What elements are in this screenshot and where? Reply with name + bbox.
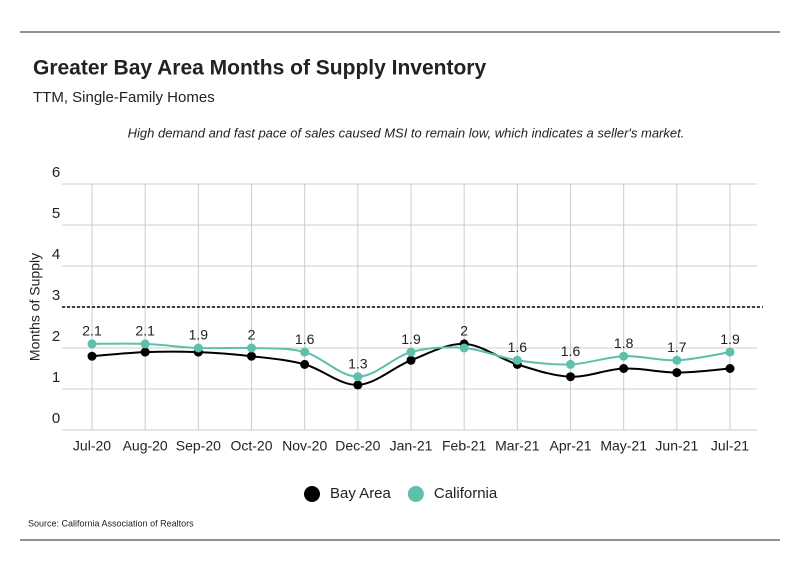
data-label: 2 xyxy=(248,327,256,343)
data-label: 1.6 xyxy=(508,339,528,355)
y-tick-label: 6 xyxy=(52,164,60,181)
x-tick-label: Jan-21 xyxy=(390,438,433,454)
point xyxy=(672,368,682,378)
point xyxy=(247,343,256,353)
point xyxy=(512,355,522,365)
data-label: 1.9 xyxy=(401,331,421,347)
x-tick-label: Jul-20 xyxy=(73,438,111,454)
legend-marker xyxy=(407,486,424,502)
data-label: 1.6 xyxy=(561,343,581,359)
x-tick-label: Aug-20 xyxy=(123,438,168,454)
point xyxy=(87,339,97,349)
point xyxy=(619,351,629,361)
legend-marker xyxy=(304,486,320,502)
annotation: High demand and fast pace of sales cause… xyxy=(128,125,685,140)
source: Source: California Association of Realto… xyxy=(28,518,194,528)
point xyxy=(87,351,97,361)
data-label: 1.6 xyxy=(295,331,315,347)
point xyxy=(300,359,310,369)
point xyxy=(725,364,735,373)
point xyxy=(672,355,682,365)
x-tick-label: Dec-20 xyxy=(335,438,380,454)
point xyxy=(406,347,416,357)
x-tick-label: Mar-21 xyxy=(495,438,540,454)
point xyxy=(725,347,735,357)
x-tick-label: Oct-20 xyxy=(230,438,272,454)
point xyxy=(300,347,310,357)
x-tick-label: May-21 xyxy=(600,438,647,454)
chart-subtitle: TTM, Single-Family Homes xyxy=(33,89,215,106)
legend-label: California xyxy=(434,485,498,502)
point xyxy=(566,372,575,382)
y-tick-label: 5 xyxy=(52,205,60,222)
point xyxy=(247,351,256,361)
data-label: 1.3 xyxy=(348,355,368,371)
data-label: 2.1 xyxy=(82,323,102,339)
data-label: 2.1 xyxy=(135,323,155,339)
point xyxy=(406,355,416,365)
y-tick-label: 4 xyxy=(52,246,60,263)
legend-label: Bay Area xyxy=(330,485,392,502)
chart-title: Greater Bay Area Months of Supply Invent… xyxy=(33,57,486,80)
x-tick-label: Sep-20 xyxy=(176,438,221,454)
point xyxy=(459,343,469,353)
x-tick-label: Nov-20 xyxy=(282,438,327,454)
point xyxy=(566,359,575,369)
point xyxy=(193,343,203,353)
y-tick-label: 0 xyxy=(52,410,60,427)
data-label: 1.9 xyxy=(189,327,209,343)
data-label: 1.9 xyxy=(720,331,740,347)
y-axis-label: Months of Supply xyxy=(27,253,43,361)
point xyxy=(140,339,150,349)
x-tick-label: Jun-21 xyxy=(655,438,698,454)
point xyxy=(353,380,363,390)
point xyxy=(140,347,150,357)
data-label: 2 xyxy=(460,323,468,339)
data-label: 1.8 xyxy=(614,335,634,351)
point xyxy=(353,372,363,382)
x-tick-label: Feb-21 xyxy=(442,438,487,454)
y-tick-label: 1 xyxy=(52,369,60,386)
x-tick-label: Jul-21 xyxy=(711,438,749,454)
x-tick-label: Apr-21 xyxy=(549,438,591,454)
data-label: 1.7 xyxy=(667,339,687,355)
y-tick-label: 3 xyxy=(52,287,60,304)
point xyxy=(619,364,629,373)
y-tick-label: 2 xyxy=(52,328,60,345)
